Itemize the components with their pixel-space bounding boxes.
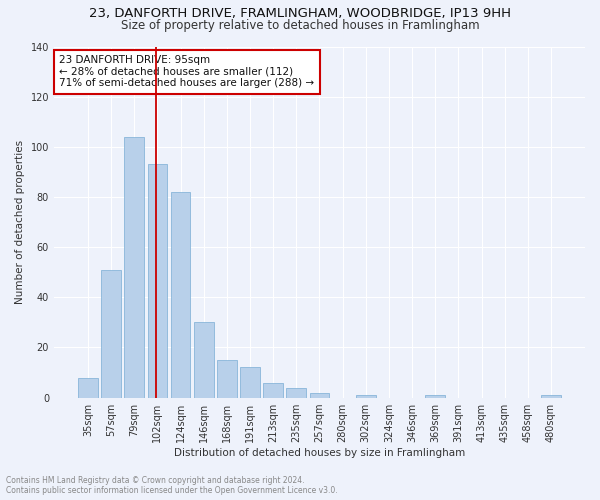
Text: Contains HM Land Registry data © Crown copyright and database right 2024.
Contai: Contains HM Land Registry data © Crown c… — [6, 476, 338, 495]
Text: 23, DANFORTH DRIVE, FRAMLINGHAM, WOODBRIDGE, IP13 9HH: 23, DANFORTH DRIVE, FRAMLINGHAM, WOODBRI… — [89, 8, 511, 20]
Bar — [124, 137, 144, 398]
Text: 23 DANFORTH DRIVE: 95sqm
← 28% of detached houses are smaller (112)
71% of semi-: 23 DANFORTH DRIVE: 95sqm ← 28% of detach… — [59, 56, 314, 88]
Bar — [425, 395, 445, 398]
Bar — [541, 395, 561, 398]
Bar — [78, 378, 98, 398]
Text: Size of property relative to detached houses in Framlingham: Size of property relative to detached ho… — [121, 19, 479, 32]
Bar — [217, 360, 236, 398]
Bar — [170, 192, 190, 398]
Bar — [148, 164, 167, 398]
Y-axis label: Number of detached properties: Number of detached properties — [15, 140, 25, 304]
Bar — [194, 322, 214, 398]
Bar — [356, 395, 376, 398]
X-axis label: Distribution of detached houses by size in Framlingham: Distribution of detached houses by size … — [174, 448, 465, 458]
Bar — [263, 382, 283, 398]
Bar — [101, 270, 121, 398]
Bar — [240, 368, 260, 398]
Bar — [310, 392, 329, 398]
Bar — [286, 388, 306, 398]
